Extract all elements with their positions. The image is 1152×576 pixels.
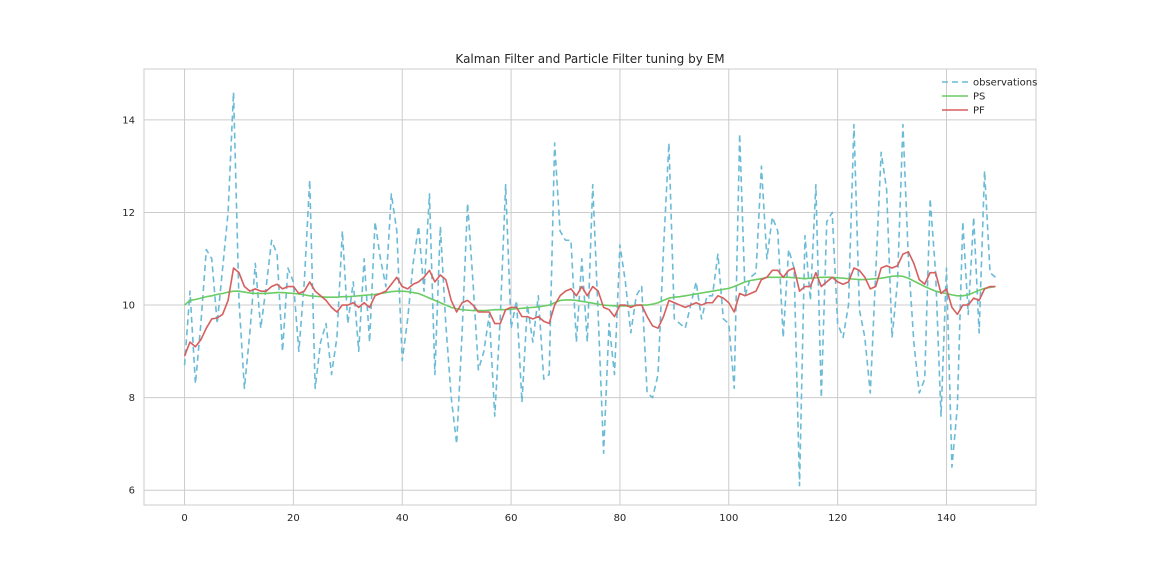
x-tick-label: 0 [181, 513, 187, 524]
x-tick-label: 120 [828, 513, 847, 524]
x-tick-label: 140 [937, 513, 956, 524]
x-tick-label: 20 [287, 513, 300, 524]
plot-frame [143, 68, 1037, 506]
tick-labels: 0 20 40 60 80 100 120 140 6 8 10 12 14 [122, 115, 956, 524]
series-line-pf [183, 251, 996, 357]
legend-label: observations [973, 78, 1037, 89]
x-tick-label: 40 [396, 513, 409, 524]
y-tick-label: 12 [122, 208, 135, 219]
y-tick-label: 8 [129, 393, 135, 404]
legend: observations PS PF [942, 78, 1037, 117]
chart-title: Kalman Filter and Particle Filter tuning… [455, 52, 724, 66]
series-line-ps [184, 275, 996, 312]
y-tick-label: 14 [122, 115, 135, 126]
x-tick-label: 60 [505, 513, 518, 524]
series-line-observations [183, 91, 996, 487]
series-lines [183, 91, 996, 487]
x-tick-label: 100 [719, 513, 738, 524]
grid [144, 69, 1036, 505]
x-tick-label: 80 [614, 513, 627, 524]
y-tick-label: 6 [129, 486, 135, 497]
legend-label: PS [973, 92, 985, 103]
legend-label: PF [973, 106, 985, 117]
y-tick-label: 10 [122, 301, 135, 312]
